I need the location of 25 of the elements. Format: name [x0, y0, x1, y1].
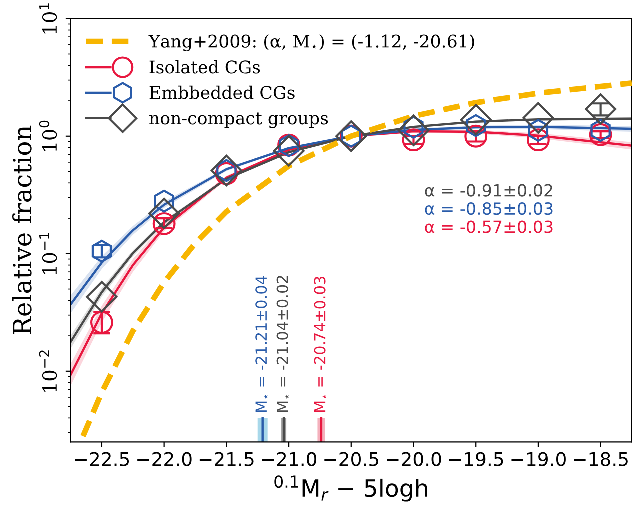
- legend-label: Yang+2009: (α, M$_{⋆}$) = (-1.12, -20.61): [148, 34, 474, 52]
- y-axis-title: Relative fraction: [12, 126, 32, 335]
- y-tick-label: 10$^{0}$: [39, 120, 58, 152]
- annotation: α = -0.57±0.03: [425, 220, 553, 234]
- x-axis-title: $^{0.1}$M$_{r}$ − 5logh: [274, 476, 428, 502]
- ref-line-label: M$_{⋆}$ = -21.04±0.02: [276, 276, 290, 412]
- x-tick-label: −22.0: [138, 452, 192, 466]
- x-tick-label: −19.5: [449, 452, 504, 466]
- x-tick-label: −22.5: [75, 452, 130, 466]
- legend-label: Isolated CGs: [150, 60, 260, 74]
- x-tick-label: −21.5: [200, 452, 254, 466]
- legend-label: non-compact groups: [150, 112, 328, 128]
- x-tick-label: −20.5: [324, 452, 378, 466]
- ref-line-label: M$_{⋆}$ = -20.74±0.03: [314, 276, 326, 412]
- x-tick-label: −19.0: [512, 452, 566, 466]
- annotation: α = -0.91±0.02: [425, 184, 552, 197]
- ref-line-label: M$_{⋆}$ = -21.21±0.04: [256, 276, 268, 412]
- legend-label: Embbedded CGs: [150, 86, 295, 100]
- x-tick-label: −20.0: [387, 452, 442, 466]
- y-tick-label: 10$^{−2}$: [39, 350, 58, 392]
- x-tick-label: −18.5: [574, 452, 628, 466]
- y-tick-label: 10$^{1}$: [40, 4, 58, 34]
- x-tick-label: −21.0: [262, 452, 317, 466]
- y-tick-label: 10$^{−1}$: [40, 233, 58, 274]
- annotation: α = -0.85±0.03: [425, 202, 553, 216]
